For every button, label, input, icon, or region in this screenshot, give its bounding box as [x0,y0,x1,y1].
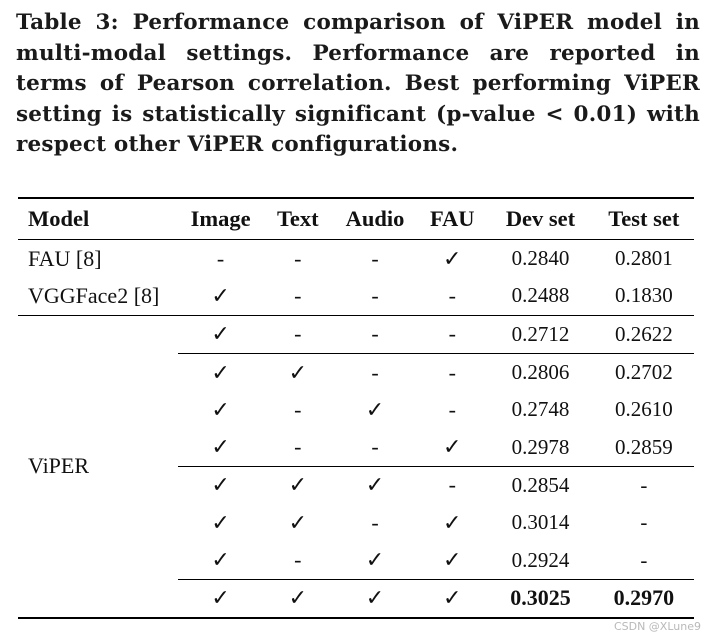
table-header-row: Model Image Text Audio FAU Dev set Test … [18,198,694,240]
image-cell: ✓ [211,321,230,347]
text-cell: - [294,245,302,271]
image-cell: ✓ [211,396,230,422]
header-image: Image [190,206,251,231]
fau-cell: ✓ [443,434,462,460]
dev-cell: 0.2488 [511,283,570,308]
model-name: VGGFace2 [8] [28,282,160,308]
audio-cell: - [371,321,379,347]
header-test-set: Test set [608,206,680,231]
test-cell: 0.2622 [614,321,673,346]
test-cell: 0.2859 [614,434,673,459]
image-cell: ✓ [178,465,263,505]
image-cell: ✓ [211,434,230,460]
header-audio: Audio [345,206,405,231]
table-row: ✓ - ✓ - 0.2748 0.2610 [18,391,694,428]
text-cell: - [294,396,302,422]
text-cell: ✓ [262,352,333,392]
text-cell: ✓ [288,509,308,535]
dev-cell: 0.3014 [511,510,570,535]
fau-cell: ✓ [443,509,462,535]
dev-cell: 0.2924 [511,547,570,572]
table-caption: Table 3: Performance comparison of ViPER… [16,10,700,157]
fau-cell: - [448,321,456,347]
dev-cell: 0.2712 [511,321,570,346]
test-cell: 0.2801 [614,246,673,271]
text-cell: ✓ [262,465,333,505]
audio-cell: ✓ [332,578,418,618]
dev-cell: 0.2840 [511,246,570,271]
header-model: Model [28,206,90,231]
dev-cell: 0.2978 [511,434,570,459]
image-cell: ✓ [178,352,263,392]
model-name: ViPER [28,453,90,479]
test-cell: - [640,547,648,572]
test-cell: - [593,465,694,505]
watermark: CSDN @XLune9 [613,620,701,633]
table-row: ✓ ✓ - - 0.2806 0.2702 [18,352,694,392]
image-cell: ✓ [211,282,230,308]
image-cell: ✓ [178,578,263,618]
test-cell: - [640,510,648,535]
table-row: ✓ ✓ ✓ - 0.2854 - [18,465,694,505]
header-fau: FAU [429,206,475,231]
table-row: ✓ - ✓ ✓ 0.2924 - [18,541,694,579]
header-dev-set: Dev set [505,206,576,231]
image-cell: ✓ [211,547,230,573]
table-row-best: ✓ ✓ ✓ ✓ 0.3025 0.2970 [18,578,694,618]
text-cell: - [294,282,302,308]
dev-cell: 0.3025 [487,578,594,618]
header-text: Text [276,206,319,231]
audio-cell: - [371,509,379,535]
table-row: VGGFace2 [8] ✓ - - - 0.2488 0.1830 [18,277,694,315]
table-row: FAU [8] - - - ✓ 0.2840 0.2801 [18,240,694,278]
test-cell: 0.2970 [593,578,694,618]
fau-cell: ✓ [443,547,462,573]
image-cell: ✓ [211,509,230,535]
dev-cell: 0.2854 [487,465,594,505]
audio-cell: - [371,282,379,308]
audio-cell: ✓ [365,396,385,422]
audio-cell: ✓ [332,465,418,505]
test-cell: 0.1830 [614,283,673,308]
fau-cell: - [417,352,488,392]
table-row: ✓ - - ✓ 0.2978 0.2859 [18,428,694,466]
table-row: ViPER ✓ - - - 0.2712 0.2622 [18,315,694,478]
image-cell: - [216,245,225,271]
table-row: ✓ ✓ - ✓ 0.3014 - [18,504,694,541]
audio-cell: - [332,352,418,392]
performance-table: Model Image Text Audio FAU Dev set Test … [18,197,694,619]
text-cell: ✓ [262,578,333,618]
fau-cell: - [417,465,488,505]
audio-cell: - [371,245,379,271]
audio-cell: - [371,434,379,460]
fau-cell: ✓ [417,578,488,618]
text-cell: - [294,321,302,347]
dev-cell: 0.2748 [511,397,570,422]
test-cell: 0.2702 [593,352,694,392]
fau-cell: - [448,282,456,308]
text-cell: - [294,547,302,573]
audio-cell: ✓ [365,547,385,573]
fau-cell: - [448,396,456,422]
text-cell: - [294,434,302,460]
test-cell: 0.2610 [614,397,673,422]
fau-cell: ✓ [443,245,462,271]
model-name: FAU [8] [28,245,102,271]
dev-cell: 0.2806 [487,352,594,392]
